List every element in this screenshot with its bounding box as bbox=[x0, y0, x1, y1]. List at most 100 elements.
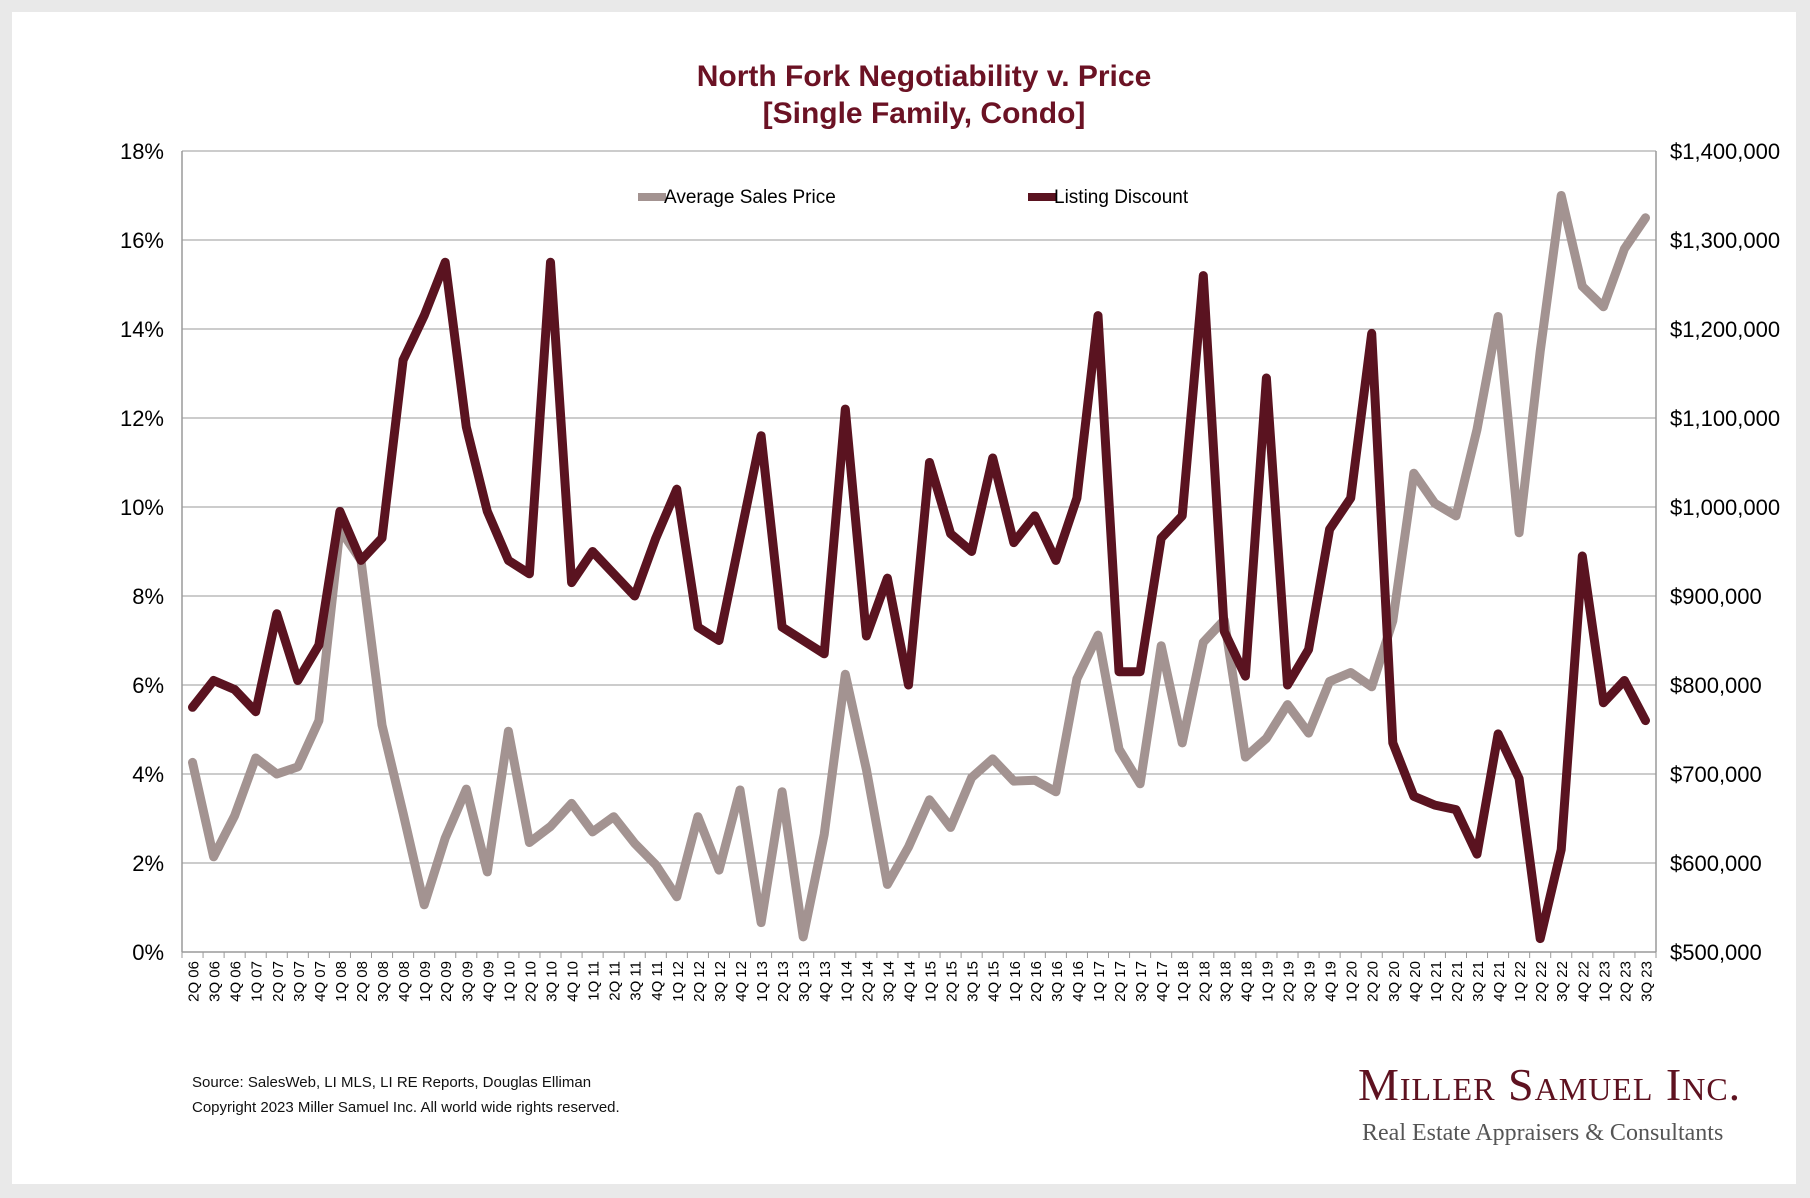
legend-label-average-sales-price: Average Sales Price bbox=[664, 187, 836, 208]
x-axis-tick-label: 1Q 14 bbox=[838, 961, 855, 1002]
x-axis-tick-label: 4Q 20 bbox=[1407, 961, 1424, 1002]
right-axis-tick-label: $700,000 bbox=[1670, 762, 1762, 787]
x-axis-tick-label: 1Q 11 bbox=[586, 961, 603, 1001]
x-axis-tick-label: 1Q 12 bbox=[670, 961, 687, 1002]
x-axis-tick-label: 4Q 22 bbox=[1575, 961, 1592, 1002]
left-axis-tick-label: 12% bbox=[120, 406, 164, 431]
x-axis-tick-label: 3Q 07 bbox=[291, 961, 308, 1002]
x-axis-tick-label: 3Q 22 bbox=[1554, 961, 1571, 1002]
axes: 0% $500,000 2% $600,000 4% $700,000 6% $800,000… bbox=[120, 139, 1780, 1002]
left-axis-tick-label: 0% bbox=[132, 940, 164, 965]
x-axis-tick-label: 1Q 07 bbox=[249, 961, 266, 1002]
x-axis-tick-label: 2Q 22 bbox=[1533, 961, 1550, 1002]
left-axis-tick-label: 4% bbox=[132, 762, 164, 787]
left-axis-tick-label: 16% bbox=[120, 228, 164, 253]
x-axis-tick-label: 3Q 20 bbox=[1386, 961, 1403, 1002]
x-axis-tick-label: 1Q 10 bbox=[501, 961, 518, 1002]
x-axis-tick-label: 4Q 16 bbox=[1070, 961, 1087, 1002]
x-axis-tick-label: 3Q 23 bbox=[1638, 961, 1655, 1002]
right-axis-tick-label: $800,000 bbox=[1670, 673, 1762, 698]
x-axis-tick-label: 1Q 19 bbox=[1259, 961, 1276, 1002]
x-axis-tick-label: 4Q 08 bbox=[396, 961, 413, 1002]
x-axis-tick-label: 3Q 13 bbox=[796, 961, 813, 1002]
x-axis-tick-label: 1Q 20 bbox=[1344, 961, 1361, 1002]
brand-logo-tagline: Real Estate Appraisers & Consultants bbox=[1362, 1120, 1724, 1146]
x-axis-tick-label: 2Q 10 bbox=[522, 961, 539, 1002]
copyright-note: Copyright 2023 Miller Samuel Inc. All wo… bbox=[192, 1099, 620, 1116]
x-axis-tick-label: 2Q 07 bbox=[270, 961, 287, 1002]
legend-label-listing-discount: Listing Discount bbox=[1054, 187, 1189, 208]
x-axis-tick-label: 4Q 11 bbox=[649, 961, 666, 1001]
x-axis-tick-label: 1Q 13 bbox=[754, 961, 771, 1002]
chart-title-line-2: [Single Family, Condo] bbox=[763, 97, 1086, 130]
x-axis-tick-label: 4Q 14 bbox=[901, 961, 918, 1002]
chart-title-line-1: North Fork Negotiability v. Price bbox=[697, 60, 1152, 93]
x-axis-tick-label: 1Q 23 bbox=[1596, 961, 1613, 1002]
x-axis-tick-label: 4Q 15 bbox=[986, 961, 1003, 1002]
x-axis-tick-label: 1Q 17 bbox=[1091, 961, 1108, 1002]
right-axis-tick-label: $900,000 bbox=[1670, 584, 1762, 609]
x-axis-tick-label: 2Q 08 bbox=[354, 961, 371, 1002]
x-axis-tick-label: 4Q 07 bbox=[312, 961, 329, 1002]
series-line-listing-discount bbox=[188, 257, 1650, 944]
x-axis-tick-label: 3Q 06 bbox=[207, 961, 224, 1002]
x-axis-tick-label: 4Q 06 bbox=[228, 961, 245, 1002]
x-axis-tick-label: 2Q 18 bbox=[1196, 961, 1213, 1002]
left-axis-tick-label: 8% bbox=[132, 584, 164, 609]
left-axis-tick-label: 2% bbox=[132, 851, 164, 876]
x-axis-tick-label: 1Q 16 bbox=[1007, 961, 1024, 1002]
x-axis-tick-label: 4Q 18 bbox=[1238, 961, 1255, 1002]
x-axis-tick-label: 4Q 12 bbox=[733, 961, 750, 1002]
x-axis-tick-label: 3Q 19 bbox=[1302, 961, 1319, 1002]
x-axis-tick-label: 2Q 11 bbox=[607, 961, 624, 1001]
x-axis-tick-label: 2Q 12 bbox=[691, 961, 708, 1002]
x-axis-tick-label: 3Q 21 bbox=[1470, 961, 1487, 1002]
x-axis-tick-label: 3Q 12 bbox=[712, 961, 729, 1002]
source-note: Source: SalesWeb, LI MLS, LI RE Reports,… bbox=[192, 1074, 592, 1091]
x-axis-tick-label: 3Q 16 bbox=[1049, 961, 1066, 1002]
x-axis-tick-label: 3Q 10 bbox=[544, 961, 561, 1002]
x-axis-tick-label: 2Q 23 bbox=[1617, 961, 1634, 1002]
line-chart: North Fork Negotiability v. Price [Singl… bbox=[120, 60, 1780, 1002]
x-axis-tick-label: 1Q 22 bbox=[1512, 961, 1529, 1002]
right-axis-tick-label: $1,100,000 bbox=[1670, 406, 1780, 431]
brand-logo-name: Miller Samuel Inc. bbox=[1358, 1059, 1742, 1110]
x-axis-tick-label: 2Q 19 bbox=[1281, 961, 1298, 1002]
x-axis-tick-label: 2Q 17 bbox=[1112, 961, 1129, 1002]
x-axis-tick-label: 1Q 08 bbox=[333, 961, 350, 1002]
x-axis-tick-label: 4Q 21 bbox=[1491, 961, 1508, 1002]
x-axis-tick-label: 2Q 15 bbox=[944, 961, 961, 1002]
x-axis-tick-label: 2Q 09 bbox=[438, 961, 455, 1002]
right-axis-tick-label: $500,000 bbox=[1670, 940, 1762, 965]
right-axis-tick-label: $600,000 bbox=[1670, 851, 1762, 876]
x-axis-tick-label: 1Q 21 bbox=[1428, 961, 1445, 1002]
x-axis-tick-label: 2Q 21 bbox=[1449, 961, 1466, 1002]
x-axis-tick-label: 3Q 15 bbox=[965, 961, 982, 1002]
series-line-average-sales-price bbox=[188, 191, 1650, 942]
right-axis-tick-label: $1,000,000 bbox=[1670, 495, 1780, 520]
x-axis-tick-label: 2Q 14 bbox=[859, 961, 876, 1002]
x-axis-tick-label: 4Q 10 bbox=[565, 961, 582, 1002]
x-axis-tick-label: 3Q 09 bbox=[459, 961, 476, 1002]
x-axis-tick-label: 3Q 11 bbox=[628, 961, 645, 1001]
x-axis-tick-label: 2Q 13 bbox=[775, 961, 792, 1002]
series-lines bbox=[188, 191, 1650, 944]
left-axis-tick-label: 6% bbox=[132, 673, 164, 698]
left-axis-tick-label: 18% bbox=[120, 139, 164, 164]
x-axis-tick-label: 4Q 19 bbox=[1323, 961, 1340, 1002]
x-axis-tick-label: 3Q 08 bbox=[375, 961, 392, 1002]
x-axis-tick-label: 4Q 17 bbox=[1154, 961, 1171, 1002]
x-axis-tick-label: 1Q 18 bbox=[1175, 961, 1192, 1002]
x-axis-tick-label: 2Q 20 bbox=[1365, 961, 1382, 1002]
x-axis-tick-label: 4Q 13 bbox=[817, 961, 834, 1002]
x-axis-tick-label: 1Q 09 bbox=[417, 961, 434, 1002]
right-axis-tick-label: $1,400,000 bbox=[1670, 139, 1780, 164]
right-axis-tick-label: $1,300,000 bbox=[1670, 228, 1780, 253]
legend: Average Sales Price Listing Discount bbox=[638, 187, 1189, 208]
x-axis-tick-label: 3Q 14 bbox=[880, 961, 897, 1002]
chart-card: North Fork Negotiability v. Price [Singl… bbox=[12, 12, 1796, 1184]
right-axis-tick-label: $1,200,000 bbox=[1670, 317, 1780, 342]
left-axis-tick-label: 14% bbox=[120, 317, 164, 342]
x-axis-tick-label: 2Q 06 bbox=[186, 961, 203, 1002]
x-axis-tick-label: 3Q 18 bbox=[1217, 961, 1234, 1002]
